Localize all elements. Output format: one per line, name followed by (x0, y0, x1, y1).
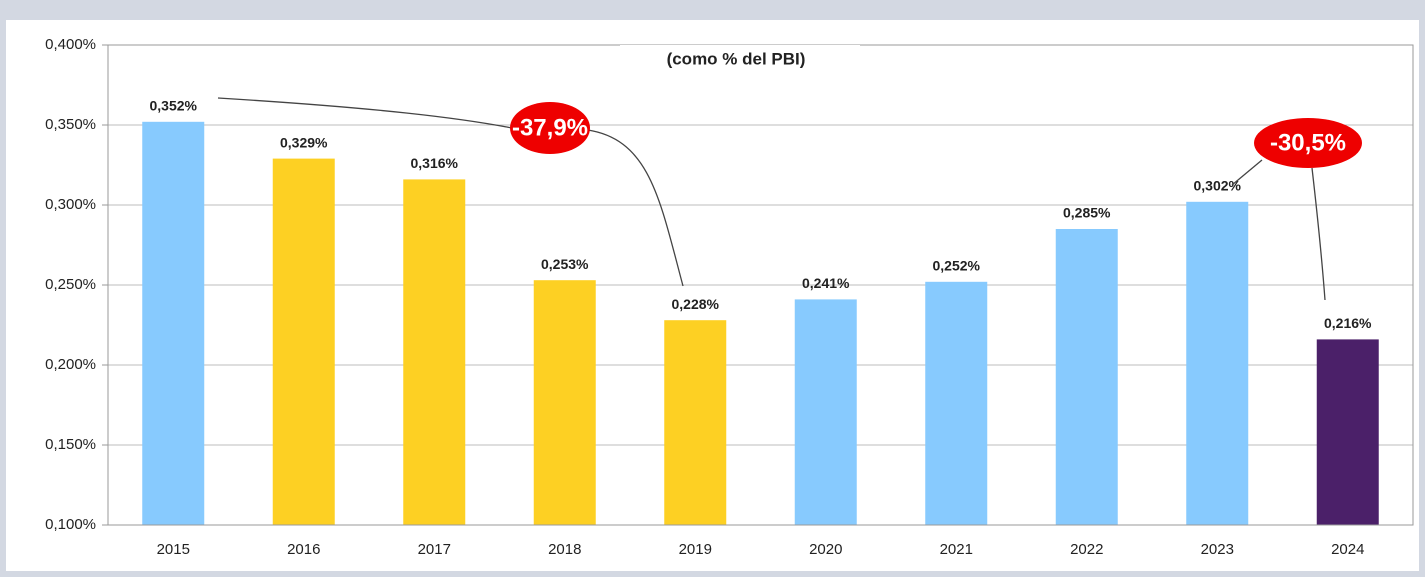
y-tick-label: 0,250% (45, 276, 96, 293)
annotation-bubble (1254, 118, 1362, 168)
bar (142, 121, 205, 526)
x-tick-label: 2023 (1201, 541, 1234, 558)
bar (925, 281, 988, 525)
value-label: 0,253% (541, 256, 589, 272)
connector (217, 97, 513, 129)
title-background (620, 45, 860, 75)
x-tick-label: 2019 (679, 541, 712, 558)
bar (272, 158, 335, 525)
y-tick-label: 0,400% (45, 36, 96, 53)
x-tick-label: 2022 (1070, 541, 1103, 558)
x-tick-label: 2021 (940, 541, 973, 558)
x-tick-label: 2017 (418, 541, 451, 558)
connector (1231, 159, 1263, 186)
x-tick-label: 2018 (548, 541, 581, 558)
bar (533, 280, 596, 525)
y-tick-label: 0,350% (45, 116, 96, 133)
value-label: 0,241% (802, 275, 850, 291)
value-label: 0,329% (280, 134, 328, 150)
bar (1055, 229, 1118, 525)
x-tick-label: 2020 (809, 541, 842, 558)
value-label: 0,352% (150, 98, 198, 114)
bar (403, 179, 466, 525)
connector (1311, 167, 1326, 301)
annotation: -37,9% (512, 114, 588, 141)
x-tick-label: 2015 (157, 541, 190, 558)
y-tick-label: 0,100% (45, 516, 96, 533)
annotation-bubble (510, 102, 590, 154)
value-label: 0,285% (1063, 205, 1111, 221)
value-label: 0,302% (1194, 178, 1242, 194)
bar (794, 299, 857, 525)
y-tick-label: 0,200% (45, 356, 96, 373)
y-tick-label: 0,150% (45, 436, 96, 453)
value-label: 0,316% (411, 155, 459, 171)
x-tick-label: 2016 (287, 541, 320, 558)
value-label: 0,228% (672, 296, 720, 312)
bar (664, 320, 727, 525)
x-tick-label: 2024 (1331, 541, 1364, 558)
bar (1316, 339, 1379, 525)
value-label: 0,216% (1324, 315, 1372, 331)
chart-title: (como % del PBI) (667, 49, 806, 68)
bar (1186, 201, 1249, 526)
annotation: -30,5% (1270, 129, 1346, 156)
connector (587, 129, 684, 287)
y-tick-label: 0,300% (45, 196, 96, 213)
value-label: 0,252% (933, 258, 981, 274)
